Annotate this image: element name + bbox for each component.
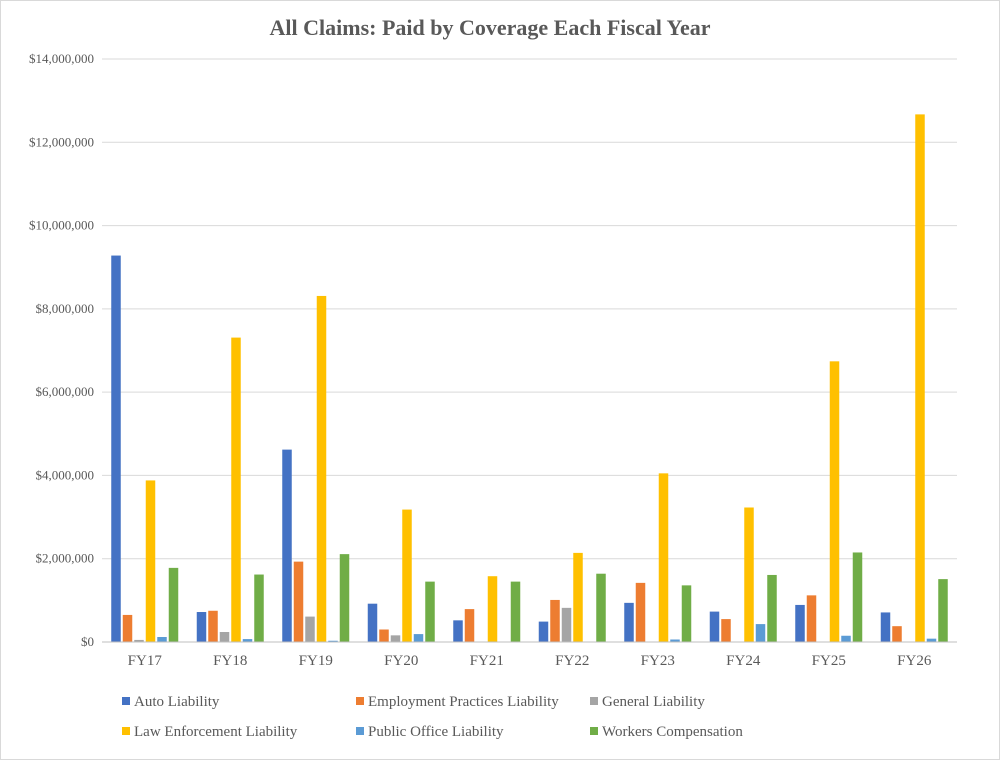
bar-employment-practices-liability-fy20 <box>379 630 389 642</box>
bar-law-enforcement-liability-fy18 <box>231 338 241 642</box>
bar-workers-compensation-fy18 <box>254 575 264 642</box>
bar-public-office-liability-fy17 <box>157 637 167 642</box>
bar-employment-practices-liability-fy21 <box>465 609 475 642</box>
bar-workers-compensation-fy19 <box>340 554 350 642</box>
bar-general-liability-fy20 <box>391 635 401 642</box>
bar-workers-compensation-fy20 <box>425 582 435 642</box>
y-tick-label: $2,000,000 <box>36 551 95 566</box>
bar-employment-practices-liability-fy24 <box>721 619 731 642</box>
bar-law-enforcement-liability-fy19 <box>317 296 327 642</box>
bar-auto-liability-fy23 <box>624 603 634 642</box>
bar-law-enforcement-liability-fy23 <box>659 473 669 642</box>
x-tick-label: FY23 <box>641 653 675 669</box>
bar-auto-liability-fy21 <box>453 620 463 642</box>
bar-employment-practices-liability-fy19 <box>294 562 304 642</box>
bar-auto-liability-fy24 <box>710 612 720 642</box>
x-tick-label: FY21 <box>470 653 504 669</box>
bar-law-enforcement-liability-fy22 <box>573 553 583 642</box>
y-tick-label: $10,000,000 <box>29 218 94 233</box>
bar-law-enforcement-liability-fy26 <box>915 114 925 642</box>
bar-auto-liability-fy18 <box>197 612 207 642</box>
legend-swatch <box>356 697 364 705</box>
y-tick-label: $4,000,000 <box>36 467 95 482</box>
legend-swatch <box>590 727 598 735</box>
y-tick-label: $6,000,000 <box>36 384 95 399</box>
bar-law-enforcement-liability-fy21 <box>488 576 498 642</box>
bar-general-liability-fy18 <box>220 632 230 642</box>
legend-swatch <box>590 697 598 705</box>
legend-label: Employment Practices Liability <box>368 694 559 710</box>
bar-employment-practices-liability-fy25 <box>807 595 817 642</box>
x-tick-label: FY24 <box>726 653 761 669</box>
bar-auto-liability-fy19 <box>282 450 292 642</box>
y-tick-label: $12,000,000 <box>29 134 94 149</box>
legend-swatch <box>122 727 130 735</box>
bar-auto-liability-fy26 <box>881 612 891 642</box>
y-tick-label: $0 <box>81 634 94 649</box>
bar-employment-practices-liability-fy22 <box>550 600 560 642</box>
legend-label: Public Office Liability <box>368 724 504 740</box>
legend-label: General Liability <box>602 694 705 710</box>
bar-workers-compensation-fy26 <box>938 579 948 642</box>
legend-swatch <box>356 727 364 735</box>
bar-employment-practices-liability-fy26 <box>892 626 902 642</box>
bar-workers-compensation-fy23 <box>682 585 692 642</box>
bar-workers-compensation-fy17 <box>169 568 179 642</box>
y-tick-label: $14,000,000 <box>29 51 94 66</box>
legend-label: Workers Compensation <box>602 724 743 740</box>
bar-workers-compensation-fy22 <box>596 574 606 642</box>
bar-workers-compensation-fy25 <box>853 552 863 642</box>
gridlines <box>102 59 957 559</box>
legend-label: Law Enforcement Liability <box>134 724 298 740</box>
bar-law-enforcement-liability-fy17 <box>146 480 156 642</box>
bar-public-office-liability-fy20 <box>414 634 424 642</box>
bar-public-office-liability-fy25 <box>841 636 851 642</box>
bar-general-liability-fy19 <box>305 617 315 642</box>
x-tick-label: FY17 <box>128 653 163 669</box>
bar-auto-liability-fy22 <box>539 622 549 642</box>
bar-workers-compensation-fy24 <box>767 575 777 642</box>
bar-auto-liability-fy20 <box>368 604 378 642</box>
y-tick-label: $8,000,000 <box>36 301 95 316</box>
bar-general-liability-fy22 <box>562 608 572 642</box>
x-tick-label: FY25 <box>812 653 846 669</box>
x-tick-label: FY26 <box>897 653 932 669</box>
x-tick-label: FY20 <box>384 653 418 669</box>
bar-auto-liability-fy25 <box>795 605 805 642</box>
bar-auto-liability-fy17 <box>111 256 121 642</box>
legend: Auto Liability Employment Practices Liabi… <box>122 694 743 740</box>
x-tick-label: FY18 <box>213 653 247 669</box>
bar-law-enforcement-liability-fy20 <box>402 510 412 642</box>
chart-title: All Claims: Paid by Coverage Each Fiscal… <box>270 15 711 40</box>
legend-swatch <box>122 697 130 705</box>
x-axis-tick-labels: FY17 FY18 FY19 FY20 FY21 FY22 FY23 FY24 FY25 FY26 <box>128 653 932 669</box>
bar-public-office-liability-fy24 <box>756 624 766 642</box>
bars <box>111 114 948 642</box>
x-tick-label: FY22 <box>555 653 589 669</box>
bar-law-enforcement-liability-fy25 <box>830 361 840 642</box>
bar-employment-practices-liability-fy17 <box>123 615 133 642</box>
legend-label: Auto Liability <box>134 694 220 710</box>
bar-employment-practices-liability-fy18 <box>208 611 218 642</box>
bar-law-enforcement-liability-fy24 <box>744 507 754 642</box>
bar-employment-practices-liability-fy23 <box>636 583 646 642</box>
bar-workers-compensation-fy21 <box>511 582 521 642</box>
y-axis-tick-labels: $0 $2,000,000 $4,000,000 $6,000,000 $8,000,0… <box>29 51 94 649</box>
x-tick-label: FY19 <box>299 653 333 669</box>
